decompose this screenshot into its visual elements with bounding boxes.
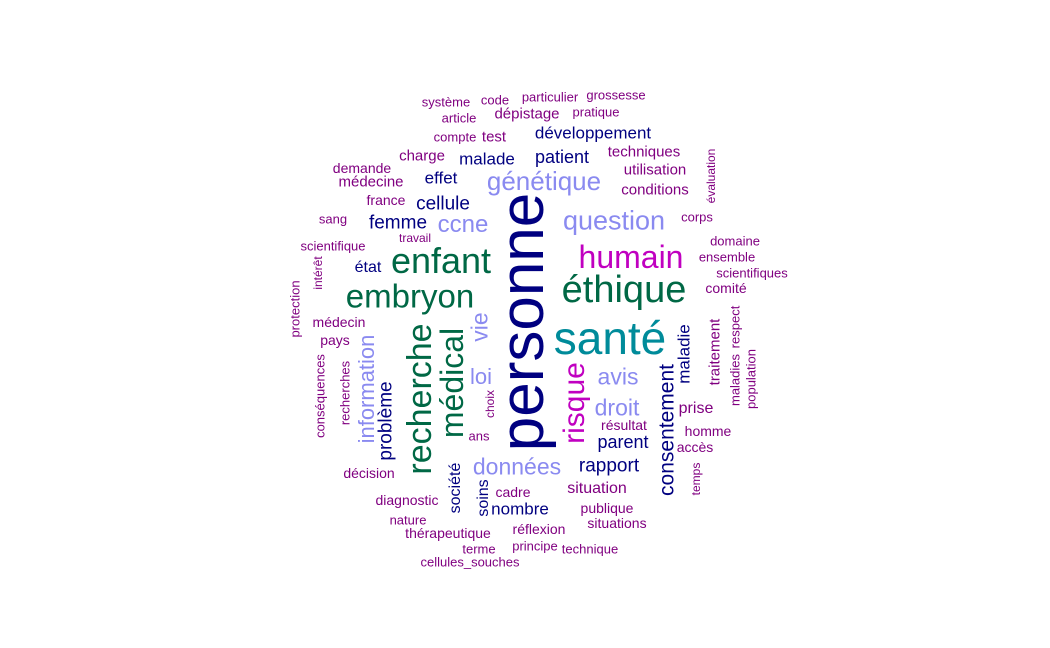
word-vie: vie [466,312,493,342]
word-corps: corps [681,209,713,225]
word-situation: situation [567,480,627,497]
word-demande: demande [332,160,392,176]
word-malade: malade [459,149,515,169]
word-depistage: dépistage [494,105,560,123]
word-traitement: traitement [706,318,724,386]
word-soins: soins [475,479,492,517]
word-code: code [480,92,510,108]
word-test: test [481,128,507,146]
word-utilisation: utilisation [623,161,687,179]
word-femme: femme [368,212,428,234]
word-respect: respect [727,305,743,349]
word-effet: effet [424,168,458,188]
word-parent: parent [597,432,649,452]
word-scientifiques: scientifiques [716,265,788,281]
word-question: question [562,205,666,236]
word-grossesse: grossesse [586,87,646,103]
word-nombre: nombre [491,499,549,519]
word-cellules-souches: cellules_souches [420,554,520,570]
word-ensemble: ensemble [698,249,756,265]
word-france: france [366,192,406,208]
word-cellule: cellule [416,193,470,215]
word-pratique: pratique [572,104,620,120]
word-sang: sang [318,211,348,227]
word-sante: santé [553,312,667,364]
word-charge: charge [399,147,445,165]
word-consentement: consentement [655,364,679,496]
word-evaluation: évaluation [704,148,718,204]
word-medecin: médecin [312,314,366,330]
word-maladies: maladies [727,353,743,407]
word-rapport: rapport [578,455,640,477]
word-article: article [441,110,477,126]
word-decision: décision [343,465,395,481]
word-developpement: développement [534,123,652,143]
word-genetique: génétique [486,166,602,196]
word-societe: société [447,462,464,514]
word-droit: droit [594,394,640,421]
word-humain: humain [578,239,684,275]
word-domaine: domaine [710,233,760,249]
word-loi: loi [469,364,493,389]
word-reflexion: réflexion [512,521,566,537]
word-terme: terme [462,541,496,557]
word-medecine: médecine [338,173,404,191]
word-interet: intérêt [311,256,325,290]
word-maladie: maladie [674,324,694,384]
word-choix: choix [483,389,497,419]
word-medical: médical [434,327,470,439]
word-compte: compte [433,129,477,145]
word-acces: accès [676,439,714,455]
word-enfant: enfant [390,240,492,281]
word-probleme: problème [375,381,397,461]
word-ans: ans [468,428,490,444]
word-systeme: système [421,94,471,110]
word-protection: protection [287,280,303,338]
word-diagnostic: diagnostic [375,492,439,508]
word-homme: homme [684,423,732,439]
word-publique: publique [580,500,634,516]
word-pays: pays [320,332,350,348]
word-cadre: cadre [495,484,531,500]
word-comite: comité [705,280,747,296]
word-nature: nature [389,512,427,528]
word-temps: temps [689,462,703,496]
word-recherches: recherches [337,360,353,426]
word-situations: situations [587,515,647,531]
word-particulier: particulier [521,89,579,105]
word-population: population [743,349,759,409]
word-resultat: résultat [601,417,647,433]
word-personne: personne [488,192,557,452]
word-technique: technique [561,541,619,557]
word-ccne: ccne [437,211,489,238]
word-therapeutique: thérapeutique [405,525,491,541]
word-prise: prise [678,400,714,417]
word-principe: principe [512,538,558,554]
word-recherche: recherche [401,323,439,475]
word-risque: risque [558,362,591,444]
word-etat: état [354,259,382,276]
word-conditions: conditions [621,181,689,199]
word-techniques: techniques [607,143,681,161]
word-scientifique: scientifique [300,238,366,254]
word-travail: travail [398,231,432,245]
word-avis: avis [597,363,639,390]
word-consequences: conséquences [312,354,328,438]
word-embryon: embryon [345,277,475,315]
word-patient: patient [534,147,590,167]
word-donnees: données [472,453,562,480]
word-ethique: éthique [561,269,687,311]
